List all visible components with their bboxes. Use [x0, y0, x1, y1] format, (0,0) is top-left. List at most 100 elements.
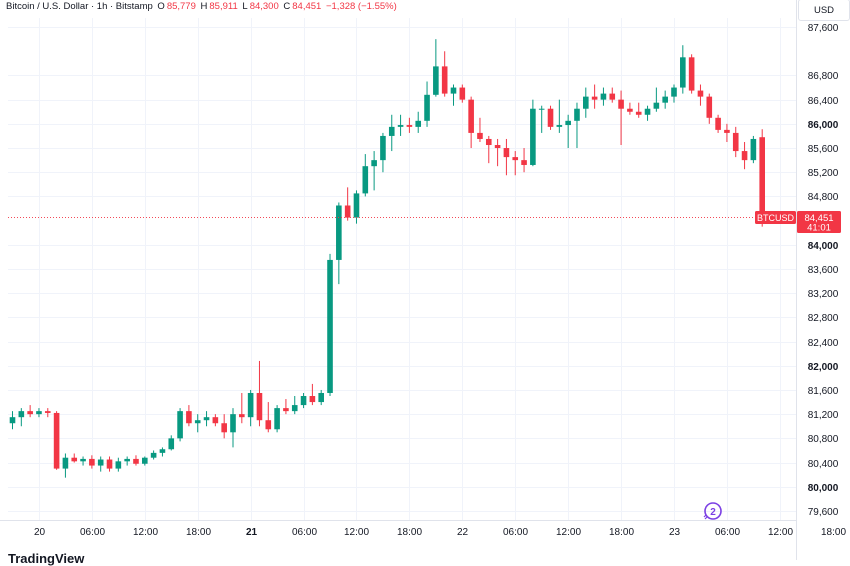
candle-up [415, 111, 422, 133]
candle-down [759, 129, 765, 227]
candle-up [574, 102, 580, 149]
candle-down [239, 392, 245, 424]
symbol-tag-label: BTCUSD [757, 213, 795, 223]
candle-body [741, 151, 748, 161]
candle-body [44, 411, 51, 413]
time-axis[interactable]: 20 06:00 12:00 18:00 21 06:00 12:00 18:00 22 06:0… [0, 520, 846, 539]
y-tick-label: 87,600 [808, 23, 839, 34]
candle-body [247, 392, 254, 418]
candle-body [18, 411, 25, 418]
high-label: H [200, 1, 208, 12]
candle-body [627, 108, 633, 112]
candle-down [53, 411, 60, 470]
candle-down [547, 105, 554, 130]
close-value: 84,451 [292, 1, 322, 12]
candle-body [441, 66, 448, 94]
candle-body [9, 417, 16, 424]
low-value: 84,300 [249, 1, 279, 12]
x-tick-label: 23 [669, 527, 681, 538]
candle-up [397, 114, 404, 136]
candle-body [168, 438, 175, 450]
candle-body [609, 93, 616, 100]
candle-up [9, 411, 16, 430]
candle-body [538, 108, 545, 110]
candle-up [115, 457, 122, 472]
candle-body [221, 423, 227, 433]
candle-down [89, 455, 95, 469]
y-tick-label: 83,200 [808, 289, 839, 300]
candle-body [494, 145, 501, 149]
x-tick-label: 12:00 [768, 527, 793, 538]
candle-body [327, 259, 333, 393]
currency-selector[interactable]: USD [798, 0, 850, 21]
candle-up [80, 456, 86, 466]
candle-body [283, 408, 289, 412]
candle-body [212, 417, 219, 424]
candle-down [503, 138, 510, 176]
symbol-tag [755, 211, 796, 225]
candle-body [565, 120, 571, 126]
candle-body [715, 117, 721, 130]
candle-body [512, 157, 519, 161]
candle-body [662, 96, 668, 103]
candle-body [265, 420, 272, 430]
candle-up [150, 450, 157, 460]
candle-body [732, 132, 739, 152]
candle-body [371, 160, 377, 167]
x-tick-label: 20 [34, 527, 46, 538]
candle-body [459, 87, 466, 100]
candle-down [732, 126, 739, 158]
candle-up [433, 39, 439, 97]
candle-down [283, 399, 289, 415]
candle-up [653, 87, 660, 112]
y-tick-label: 86,400 [808, 96, 839, 107]
candle-up [671, 84, 677, 103]
candle-body [256, 392, 263, 421]
candle-body [397, 125, 404, 127]
candle-body [380, 135, 386, 161]
y-tick-label: 80,000 [808, 483, 839, 494]
price-axis[interactable]: 87,600 86,800 86,400 86,000 85,600 85,200 84,8… [796, 0, 839, 560]
x-tick-label: 06:00 [715, 527, 740, 538]
tradingview-watermark: TradingView [8, 551, 85, 566]
candle-up [336, 202, 342, 285]
y-tick-label: 85,600 [808, 144, 839, 155]
candle-body [433, 66, 439, 95]
candle-body [62, 457, 69, 469]
y-tick-label: 83,600 [808, 265, 839, 276]
candle-up [380, 132, 386, 173]
candle-up [662, 90, 668, 109]
candle-down [221, 414, 227, 439]
candle-down [635, 102, 642, 118]
candle-body [142, 457, 148, 464]
candle-down [71, 453, 78, 463]
candle-up [168, 435, 175, 451]
candle-body [759, 137, 765, 218]
candle-body [415, 120, 422, 127]
candle-body [653, 102, 660, 109]
candle-up [750, 135, 757, 164]
candle-body [80, 458, 86, 462]
candle-body [177, 411, 183, 439]
tradingview-logo-icon[interactable]: 2 [703, 501, 723, 521]
candle-body [53, 412, 60, 469]
grid-lines [8, 18, 796, 520]
candle-down [627, 102, 633, 115]
low-label: L [242, 1, 248, 12]
candle-body [671, 87, 677, 97]
candle-down [406, 117, 413, 133]
change-value: −1,328 (−1.55%) [325, 1, 397, 12]
candle-up [142, 456, 148, 466]
candle-up [291, 396, 298, 415]
candle-down [618, 90, 624, 146]
candle-up [327, 253, 333, 397]
y-tick-label: 80,400 [808, 459, 839, 470]
candle-body [203, 417, 210, 421]
candle-body [547, 108, 554, 127]
candle-up [300, 392, 307, 409]
candle-body [309, 396, 316, 403]
candle-body [89, 458, 95, 466]
candle-body [530, 108, 536, 165]
candle-down [591, 84, 598, 109]
